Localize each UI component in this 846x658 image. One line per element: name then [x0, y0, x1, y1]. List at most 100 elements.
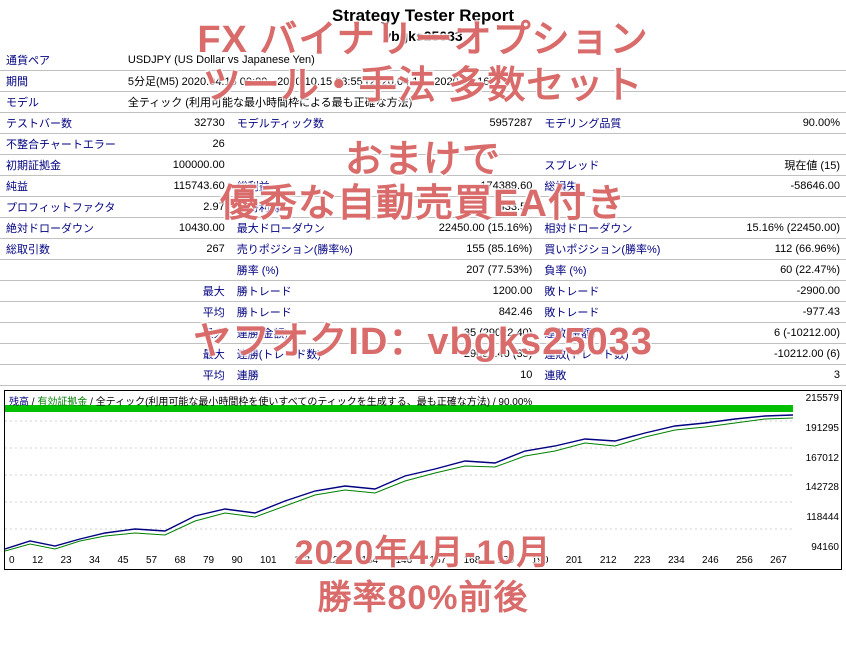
chart-y-labels: 215579 191295 167012 142728 118444 94160 [789, 391, 839, 555]
y-label: 191295 [789, 423, 839, 434]
table-row: テストバー数 32730 モデルティック数 5957287 モデリング品質 90… [0, 113, 846, 134]
netprofit-value: 115743.60 [122, 176, 231, 197]
x-label: 256 [736, 555, 753, 569]
winrate-value: 207 (77.53%) [359, 260, 539, 281]
absdd-label: 絶対ドローダウン [0, 218, 122, 239]
chart-x-labels: 0122334455768799010111312413414615716817… [5, 555, 791, 569]
chart-svg [5, 391, 793, 557]
x-label: 267 [770, 555, 787, 569]
overlay-line-7: 勝率80%前後 [0, 570, 846, 619]
x-label: 190 [532, 555, 549, 569]
table-row: 絶対ドローダウン 10430.00 最大ドローダウン 22450.00 (15.… [0, 218, 846, 239]
deposit-value: 100000.00 [122, 155, 231, 176]
x-label: 90 [231, 555, 242, 569]
avg2-label: 平均 [0, 365, 231, 386]
y-label: 94160 [789, 542, 839, 553]
reldd-value: 15.16% (22450.00) [666, 218, 846, 239]
x-label: 134 [361, 555, 378, 569]
table-row: 最大 連勝(金額) 35 (29022.40) 連敗(金額) 6 (-10212… [0, 323, 846, 344]
conswin-trd-label: 連勝(トレード数) [231, 344, 359, 365]
table-row: 純益 115743.60 総利益 174389.60 総損失 -58646.00 [0, 176, 846, 197]
grossloss-value: -58646.00 [666, 176, 846, 197]
table-row: 初期証拠金 100000.00 スプレッド 現在値 (15) [0, 155, 846, 176]
x-label: 223 [634, 555, 651, 569]
long-value: 112 (66.96%) [666, 239, 846, 260]
table-row: 平均 連勝 10 連敗 3 [0, 365, 846, 386]
table-row: 勝率 (%) 207 (77.53%) 負率 (%) 60 (22.47%) [0, 260, 846, 281]
bars-value: 32730 [122, 113, 231, 134]
x-label: 68 [174, 555, 185, 569]
max3-label: 最大 [0, 344, 231, 365]
avg-loss-label: 敗トレード [538, 302, 666, 323]
lossrate-label: 負率 (%) [538, 260, 666, 281]
report-table: 通貨ペア USDJPY (US Dollar vs Japanese Yen) … [0, 50, 846, 386]
pair-label: 通貨ペア [0, 50, 122, 71]
legend-equity: 有効証拠金 [37, 397, 87, 408]
lossrate-value: 60 (22.47%) [666, 260, 846, 281]
table-row: 通貨ペア USDJPY (US Dollar vs Japanese Yen) [0, 50, 846, 71]
quality-value: 90.00% [666, 113, 846, 134]
mismatch-label: 不整合チャートエラー [0, 134, 122, 155]
model-value: 全ティック (利用可能な最小時間枠による最も正確な方法) [122, 92, 846, 113]
report-subtitle: vbgks25033 [0, 28, 846, 44]
chart-grid [5, 421, 793, 529]
maxdd-value: 22450.00 (15.16%) [359, 218, 539, 239]
total-label: 総取引数 [0, 239, 122, 260]
long-label: 買いポジション(勝率%) [538, 239, 666, 260]
consloss-amt-label: 連敗(金額) [538, 323, 666, 344]
x-label: 246 [702, 555, 719, 569]
avg-consloss-label: 連敗 [538, 365, 666, 386]
avg-loss-value: -977.43 [666, 302, 846, 323]
grossloss-label: 総損失 [538, 176, 666, 197]
largest-loss-value: -2900.00 [666, 281, 846, 302]
x-label: 124 [327, 555, 344, 569]
x-label: 45 [117, 555, 128, 569]
x-label: 113 [294, 555, 310, 569]
x-label: 0 [9, 555, 15, 569]
expected-value: 433.50 [359, 197, 539, 218]
legend-note: 全ティック(利用可能な最小時間枠を使いすべてのティックを生成する、最も正確な方法… [96, 397, 533, 408]
avg-label: 平均 [0, 302, 231, 323]
pf-label: プロフィットファクタ [0, 197, 122, 218]
mismatch-value: 26 [122, 134, 231, 155]
x-label: 201 [566, 555, 583, 569]
table-row: 総取引数 267 売りポジション(勝率%) 155 (85.16%) 買いポジシ… [0, 239, 846, 260]
grossprofit-value: 174389.60 [359, 176, 539, 197]
legend-balance: 残高 [9, 397, 29, 408]
largest-win-value: 1200.00 [359, 281, 539, 302]
consloss-trd-label: 連敗(トレード数) [538, 344, 666, 365]
conswin-amt-label: 連勝(金額) [231, 323, 359, 344]
largest-win-label: 勝トレード [231, 281, 359, 302]
x-label: 212 [600, 555, 617, 569]
avg-win-label: 勝トレード [231, 302, 359, 323]
absdd-value: 10430.00 [122, 218, 231, 239]
winrate-label: 勝率 (%) [231, 260, 359, 281]
spread-value: 現在値 (15) [666, 155, 846, 176]
x-label: 23 [60, 555, 71, 569]
quality-label: モデリング品質 [538, 113, 666, 134]
table-row: モデル 全ティック (利用可能な最小時間枠による最も正確な方法) [0, 92, 846, 113]
conswin-trd-value: 29022.40 (35) [359, 344, 539, 365]
pf-value: 2.97 [122, 197, 231, 218]
model-label: モデル [0, 92, 122, 113]
consloss-amt-value: 6 (-10212.00) [666, 323, 846, 344]
conswin-amt-value: 35 (29022.40) [359, 323, 539, 344]
avg-consloss-value: 3 [666, 365, 846, 386]
y-label: 215579 [789, 393, 839, 404]
x-label: 179 [498, 555, 515, 569]
table-row: 最大 連勝(トレード数) 29022.40 (35) 連敗(トレード数) -10… [0, 344, 846, 365]
expected-label: 期待利得 [231, 197, 359, 218]
total-value: 267 [122, 239, 231, 260]
max2-label: 最大 [0, 323, 231, 344]
avg-conswin-value: 10 [359, 365, 539, 386]
x-label: 157 [430, 555, 447, 569]
y-label: 118444 [789, 512, 839, 523]
reldd-label: 相対ドローダウン [538, 218, 666, 239]
x-label: 57 [146, 555, 157, 569]
report-header: Strategy Tester Report vbgks25033 [0, 0, 846, 46]
x-label: 234 [668, 555, 685, 569]
table-row: 平均 勝トレード 842.46 敗トレード -977.43 [0, 302, 846, 323]
short-label: 売りポジション(勝率%) [231, 239, 359, 260]
table-row: 最大 勝トレード 1200.00 敗トレード -2900.00 [0, 281, 846, 302]
bars-label: テストバー数 [0, 113, 122, 134]
